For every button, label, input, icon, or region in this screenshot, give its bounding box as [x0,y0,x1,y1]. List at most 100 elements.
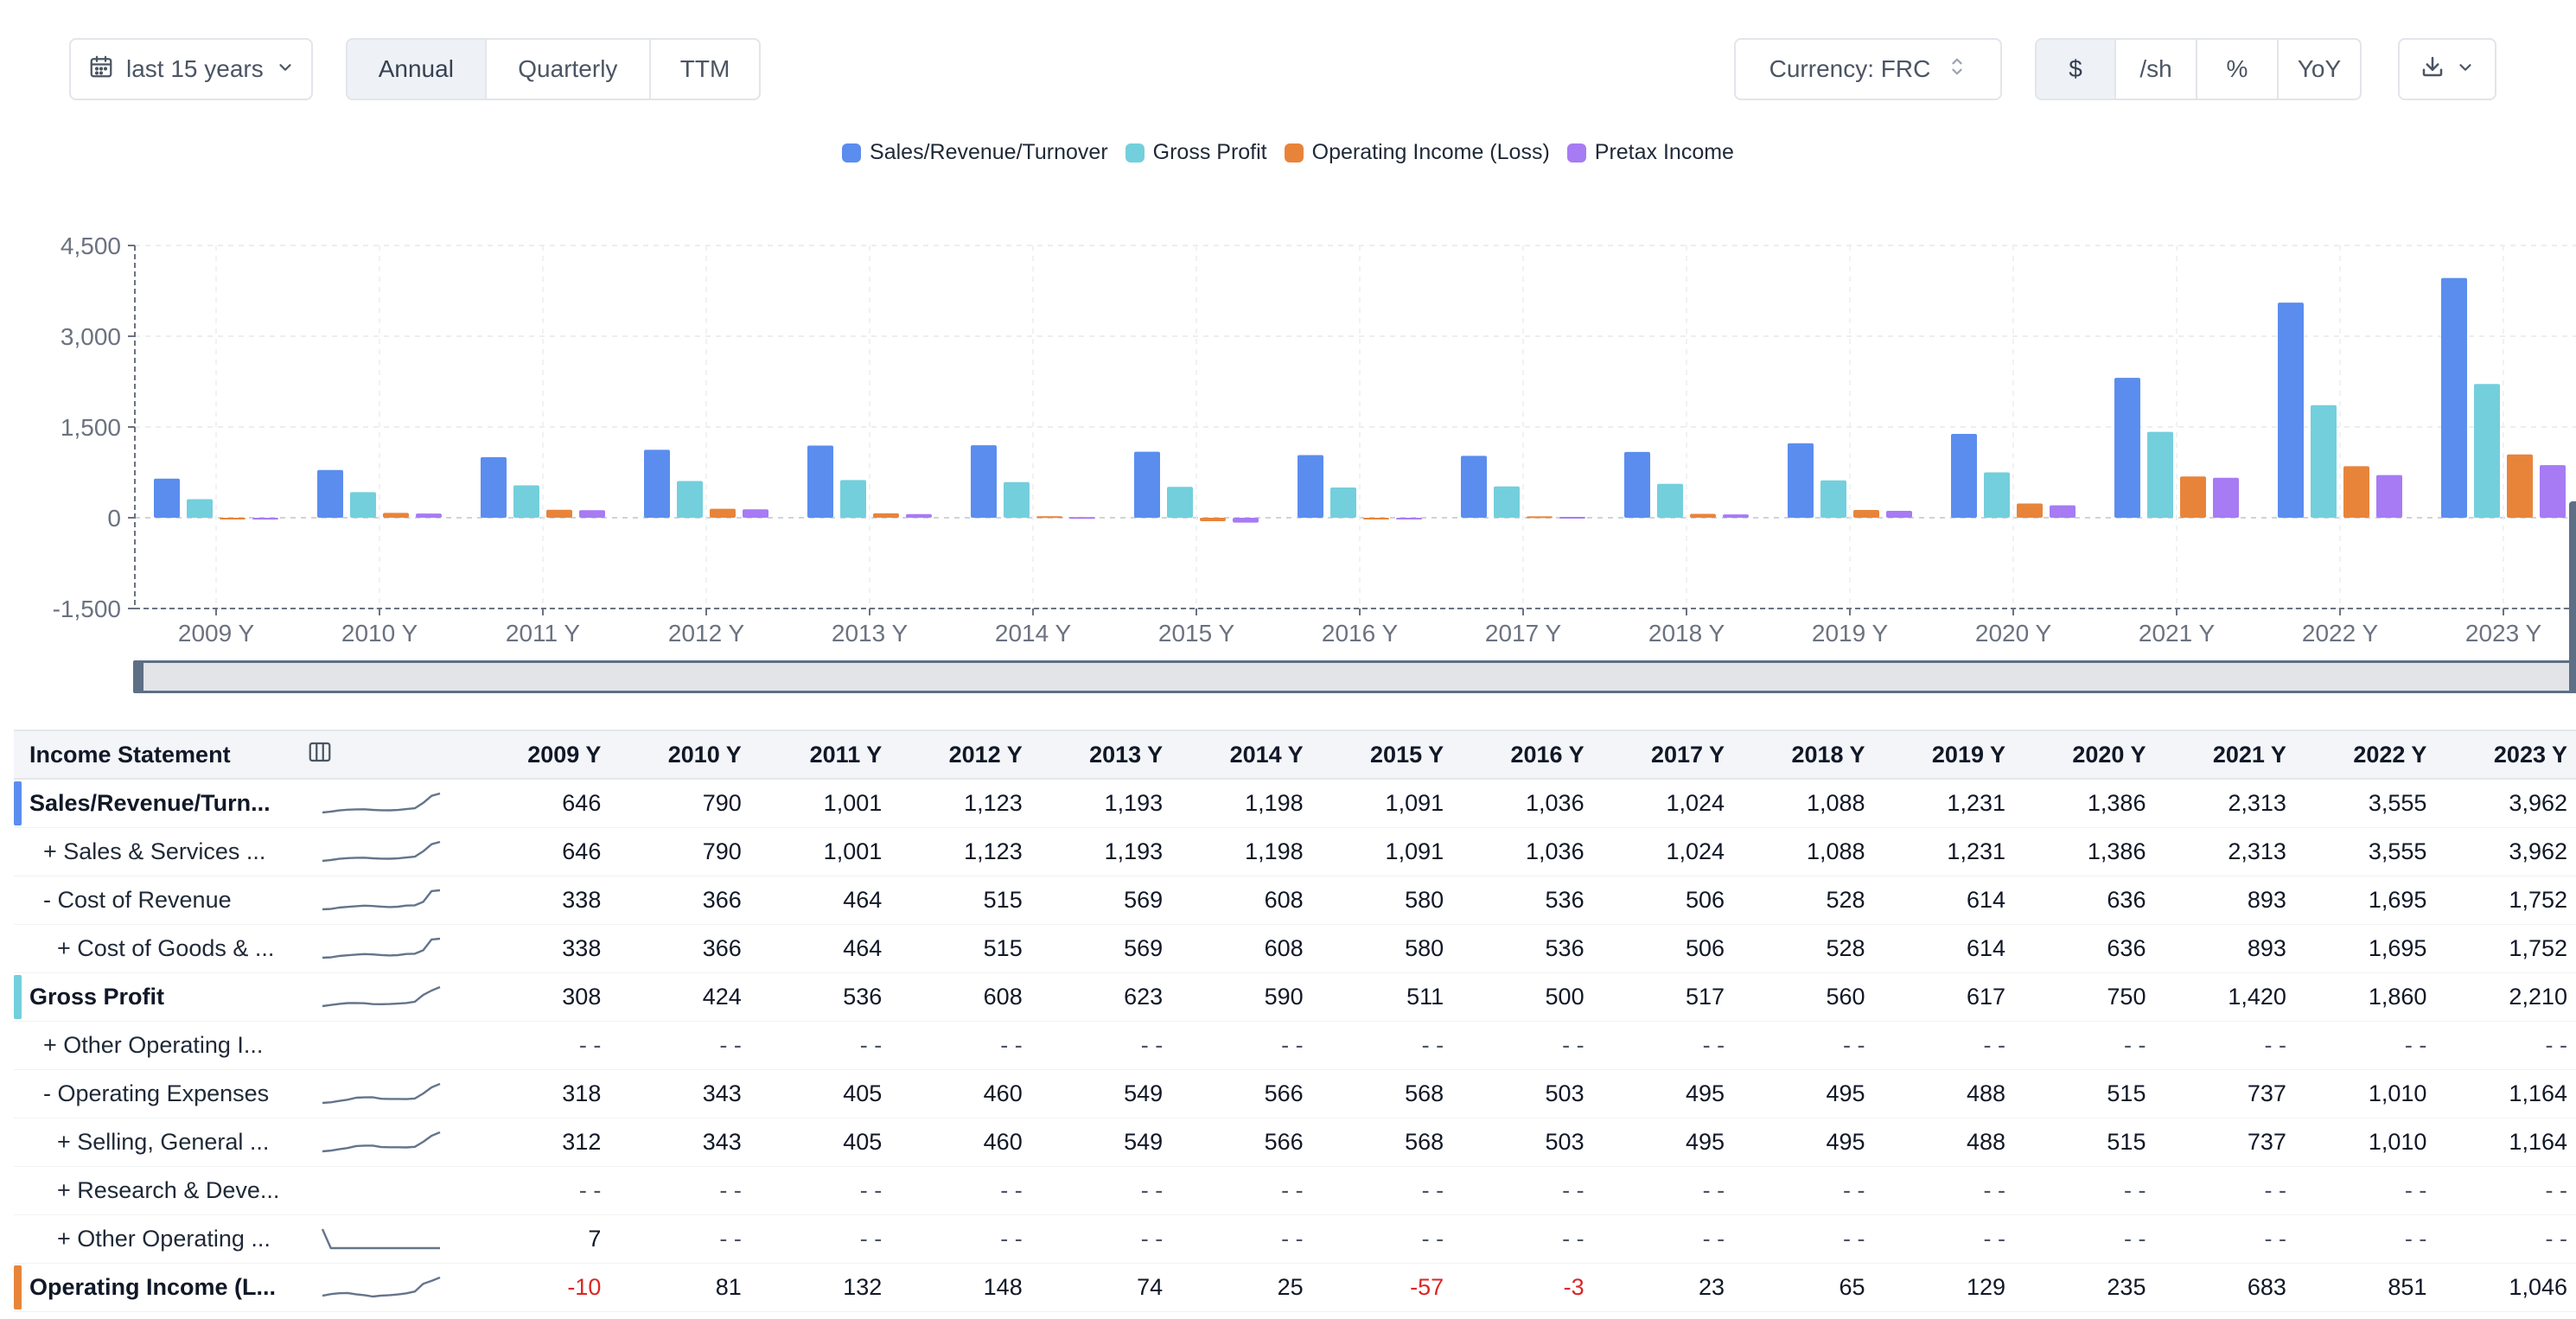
row-label-cell[interactable]: Gross Profit [14,972,307,1021]
value-cell[interactable]: 464 [843,934,883,961]
value-cell[interactable]: 568 [1405,1080,1444,1106]
value-cell[interactable]: - - [1421,1176,1444,1203]
value-cell[interactable]: 495 [1686,1128,1725,1155]
column-header[interactable]: 2017 Y [1592,730,1734,780]
value-cell[interactable]: - - [719,1225,742,1252]
value-cell[interactable]: 1,695 [2368,934,2427,961]
value-cell[interactable]: 590 [1264,983,1304,1010]
value-cell[interactable]: 405 [843,1080,883,1106]
unit-yoy-button[interactable]: YoY [2297,55,2342,82]
column-header[interactable]: 2010 Y [609,730,750,780]
value-cell[interactable]: - - [1843,1176,1865,1203]
table-row[interactable]: Gross Profit 308 424 536 608 623 590 511 500 517 5… [14,972,2576,1021]
value-cell[interactable]: - - [2264,1225,2286,1252]
value-cell[interactable]: 1,123 [964,838,1023,864]
column-header[interactable]: 2011 Y [749,730,891,780]
value-cell[interactable]: 568 [1405,1128,1444,1155]
value-cell[interactable]: 1,860 [2368,983,2427,1010]
value-cell[interactable]: -3 [1563,1273,1584,1300]
value-cell[interactable]: 636 [2107,934,2146,961]
value-cell[interactable]: - - [578,1176,602,1203]
value-cell[interactable]: 893 [2247,934,2286,961]
value-cell[interactable]: 1,036 [1526,789,1584,816]
value-cell[interactable]: 683 [2247,1273,2286,1300]
value-cell[interactable]: 503 [1545,1080,1584,1106]
value-cell[interactable]: - - [2123,1031,2146,1058]
value-cell[interactable]: 488 [1966,1128,2005,1155]
value-cell[interactable]: - - [1843,1225,1865,1252]
value-cell[interactable]: 3,962 [2509,789,2567,816]
value-cell[interactable]: 1,164 [2509,1080,2567,1106]
value-cell[interactable]: 148 [983,1273,1023,1300]
value-cell[interactable]: 129 [1966,1273,2005,1300]
table-row[interactable]: + Selling, General ... 312 343 405 460 549 566… [14,1118,2576,1166]
column-header[interactable]: 2015 Y [1311,730,1453,780]
value-cell[interactable]: 511 [1406,983,1444,1010]
value-cell[interactable]: - - [1421,1031,1444,1058]
value-cell[interactable]: 536 [843,983,883,1010]
value-cell[interactable]: 25 [1277,1273,1304,1300]
value-cell[interactable]: 460 [983,1080,1023,1106]
value-cell[interactable]: 569 [1124,934,1164,961]
value-cell[interactable]: 528 [1826,886,1865,913]
value-cell[interactable]: 790 [702,838,742,864]
value-cell[interactable]: - - [2264,1176,2286,1203]
value-cell[interactable]: 528 [1826,934,1865,961]
value-cell[interactable]: - - [1562,1176,1584,1203]
range-slider-left-handle[interactable] [133,660,143,693]
period-annual-button[interactable]: Annual [348,40,487,99]
value-cell[interactable]: 3,555 [2368,838,2427,864]
value-cell[interactable]: 3,555 [2368,789,2427,816]
value-cell[interactable]: - - [1140,1031,1164,1058]
value-cell[interactable]: 338 [562,886,602,913]
column-header[interactable]: 2023 Y [2435,730,2576,780]
value-cell[interactable]: 506 [1686,934,1725,961]
value-cell[interactable]: 1,001 [823,789,883,816]
value-cell[interactable]: 893 [2247,886,2286,913]
value-cell[interactable]: 503 [1545,1128,1584,1155]
value-cell[interactable]: 343 [702,1128,742,1155]
period-ttm-button[interactable]: TTM [679,55,730,82]
value-cell[interactable]: 318 [562,1080,602,1106]
value-cell[interactable]: 737 [2247,1128,2286,1155]
value-cell[interactable]: - - [2545,1176,2567,1203]
value-cell[interactable]: 608 [983,983,1023,1010]
value-cell[interactable]: 308 [562,983,602,1010]
value-cell[interactable]: 1,386 [2087,838,2146,864]
column-header[interactable]: 2009 Y [454,730,610,780]
value-cell[interactable]: 851 [2388,1273,2427,1300]
value-cell[interactable]: 560 [1826,983,1865,1010]
value-cell[interactable]: 424 [702,983,742,1010]
currency-select[interactable]: Currency: FRC [1734,38,2002,100]
row-label-cell[interactable]: + Selling, General ... [14,1118,307,1166]
value-cell[interactable]: 495 [1686,1080,1725,1106]
value-cell[interactable]: 500 [1545,983,1584,1010]
value-cell[interactable]: 2,210 [2509,983,2567,1010]
value-cell[interactable]: 23 [1699,1273,1725,1300]
legend-item[interactable]: Sales/Revenue/Turnover [842,140,1108,165]
value-cell[interactable]: 495 [1826,1080,1865,1106]
value-cell[interactable]: 515 [983,886,1023,913]
value-cell[interactable]: - - [1281,1176,1304,1203]
value-cell[interactable]: 566 [1264,1080,1304,1106]
value-cell[interactable]: 1,386 [2087,789,2146,816]
column-header[interactable]: 2013 Y [1030,730,1172,780]
value-cell[interactable]: 312 [562,1128,602,1155]
value-cell[interactable]: - - [1000,1176,1023,1203]
value-cell[interactable]: - - [1000,1031,1023,1058]
value-cell[interactable]: - - [1983,1176,2005,1203]
date-range-button[interactable]: last 15 years [69,38,313,100]
value-cell[interactable]: - - [719,1031,742,1058]
value-cell[interactable]: 1,164 [2509,1128,2567,1155]
range-slider-track[interactable] [135,660,2576,693]
legend-item[interactable]: Gross Profit [1125,140,1267,165]
value-cell[interactable]: 750 [2107,983,2146,1010]
value-cell[interactable]: 506 [1686,886,1725,913]
value-cell[interactable]: -57 [1410,1273,1444,1300]
value-cell[interactable]: 1,231 [1947,789,2005,816]
table-row[interactable]: - Operating Expenses 318 343 405 460 549 566 56… [14,1069,2576,1118]
value-cell[interactable]: - - [1281,1031,1304,1058]
row-label-cell[interactable]: - Cost of Revenue [14,876,307,924]
value-cell[interactable]: 646 [562,838,602,864]
value-cell[interactable]: - - [1983,1225,2005,1252]
